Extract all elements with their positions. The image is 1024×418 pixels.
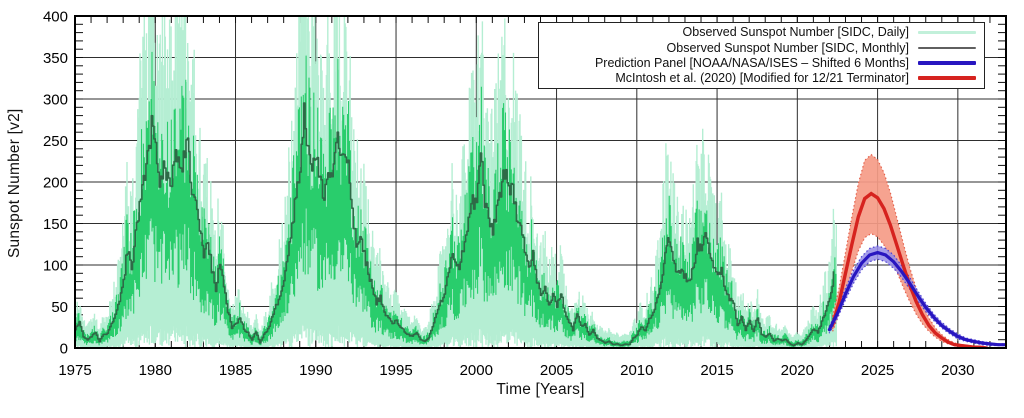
legend-swatch-line xyxy=(918,61,976,66)
y-tick-label: 250 xyxy=(43,133,68,150)
legend-label: McIntosh et al. (2020) [Modified for 12/… xyxy=(615,71,909,86)
x-tick-label: 2020 xyxy=(781,362,814,379)
monthly-sunspot-line xyxy=(75,102,835,347)
y-tick-label: 0 xyxy=(60,341,68,358)
x-tick-label: 1990 xyxy=(299,362,332,379)
legend-swatch-line xyxy=(918,76,976,81)
x-tick-label: 1980 xyxy=(139,362,172,379)
x-tick-label: 1995 xyxy=(379,362,412,379)
y-tick-label: 300 xyxy=(43,92,68,109)
legend: Observed Sunspot Number [SIDC, Daily] Obs… xyxy=(538,22,985,89)
y-tick-label: 150 xyxy=(43,216,68,233)
legend-swatch-line xyxy=(918,46,976,50)
x-tick-label: 2025 xyxy=(861,362,894,379)
y-tick-label: 100 xyxy=(43,258,68,275)
legend-label: Observed Sunspot Number [SIDC, Monthly] xyxy=(666,40,909,55)
x-tick-label: 1975 xyxy=(58,362,91,379)
x-tick-label: 1985 xyxy=(219,362,252,379)
legend-item-2: Prediction Panel [NOAA/NASA/ISES – Shift… xyxy=(543,56,976,71)
y-axis-title: Sunspot Number [v2] xyxy=(6,108,23,258)
x-tick-label: 2005 xyxy=(540,362,573,379)
plot-frame xyxy=(74,15,1007,349)
legend-item-3: McIntosh et al. (2020) [Modified for 12/… xyxy=(543,71,976,86)
legend-item-1: Observed Sunspot Number [SIDC, Monthly] xyxy=(543,40,976,55)
y-tick-label: 50 xyxy=(51,299,68,316)
legend-item-0: Observed Sunspot Number [SIDC, Daily] xyxy=(543,25,976,40)
x-tick-label: 2030 xyxy=(941,362,974,379)
legend-label: Observed Sunspot Number [SIDC, Daily] xyxy=(682,25,909,40)
y-tick-label: 350 xyxy=(43,50,68,67)
y-tick-label: 200 xyxy=(43,175,68,192)
x-axis-title: Time [Years] xyxy=(496,381,585,398)
x-tick-label: 2015 xyxy=(700,362,733,379)
legend-label: Prediction Panel [NOAA/NASA/ISES – Shift… xyxy=(594,55,909,70)
x-tick-label: 2010 xyxy=(620,362,653,379)
noaa-prediction-line xyxy=(827,250,1006,347)
mcintosh-uncertainty-band xyxy=(832,153,988,348)
y-tick-label: 400 xyxy=(43,9,68,26)
x-tick-label: 2000 xyxy=(460,362,493,379)
legend-swatch-line xyxy=(918,31,976,35)
